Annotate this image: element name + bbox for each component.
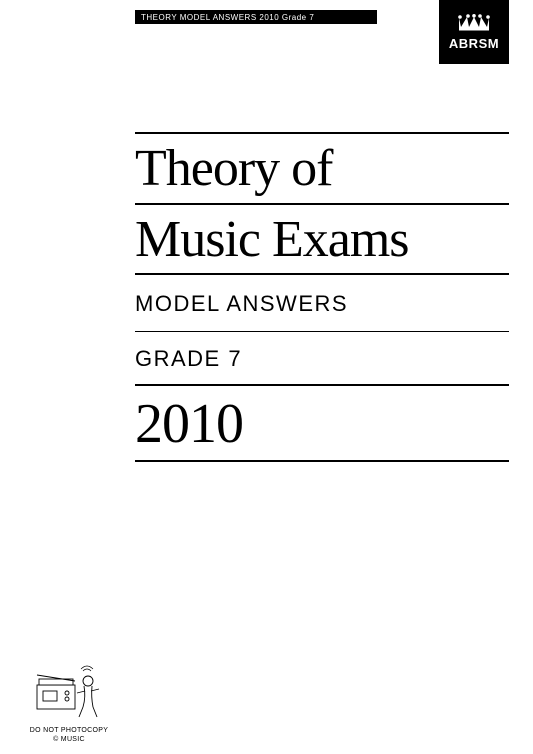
year: 2010 xyxy=(135,386,509,460)
footer-line-2: © MUSIC xyxy=(24,735,114,744)
photocopier-cartoon-icon xyxy=(29,663,109,719)
title-line-2: Music Exams xyxy=(135,205,509,274)
title-line-1: Theory of xyxy=(135,134,509,203)
footer: DO NOT PHOTOCOPY © MUSIC xyxy=(24,663,114,744)
subtitle: MODEL ANSWERS xyxy=(135,275,509,331)
header-bar: THEORY MODEL ANSWERS 2010 Grade 7 xyxy=(135,10,377,24)
title-block: Theory of Music Exams MODEL ANSWERS GRAD… xyxy=(135,132,509,462)
rule-bottom xyxy=(135,460,509,462)
footer-line-1: DO NOT PHOTOCOPY xyxy=(24,726,114,735)
header-bar-text: THEORY MODEL ANSWERS 2010 Grade 7 xyxy=(141,13,314,22)
logo-text: ABRSM xyxy=(449,36,499,51)
abrsm-logo: ABRSM xyxy=(439,0,509,64)
grade: GRADE 7 xyxy=(135,332,509,384)
crown-icon xyxy=(454,14,494,32)
